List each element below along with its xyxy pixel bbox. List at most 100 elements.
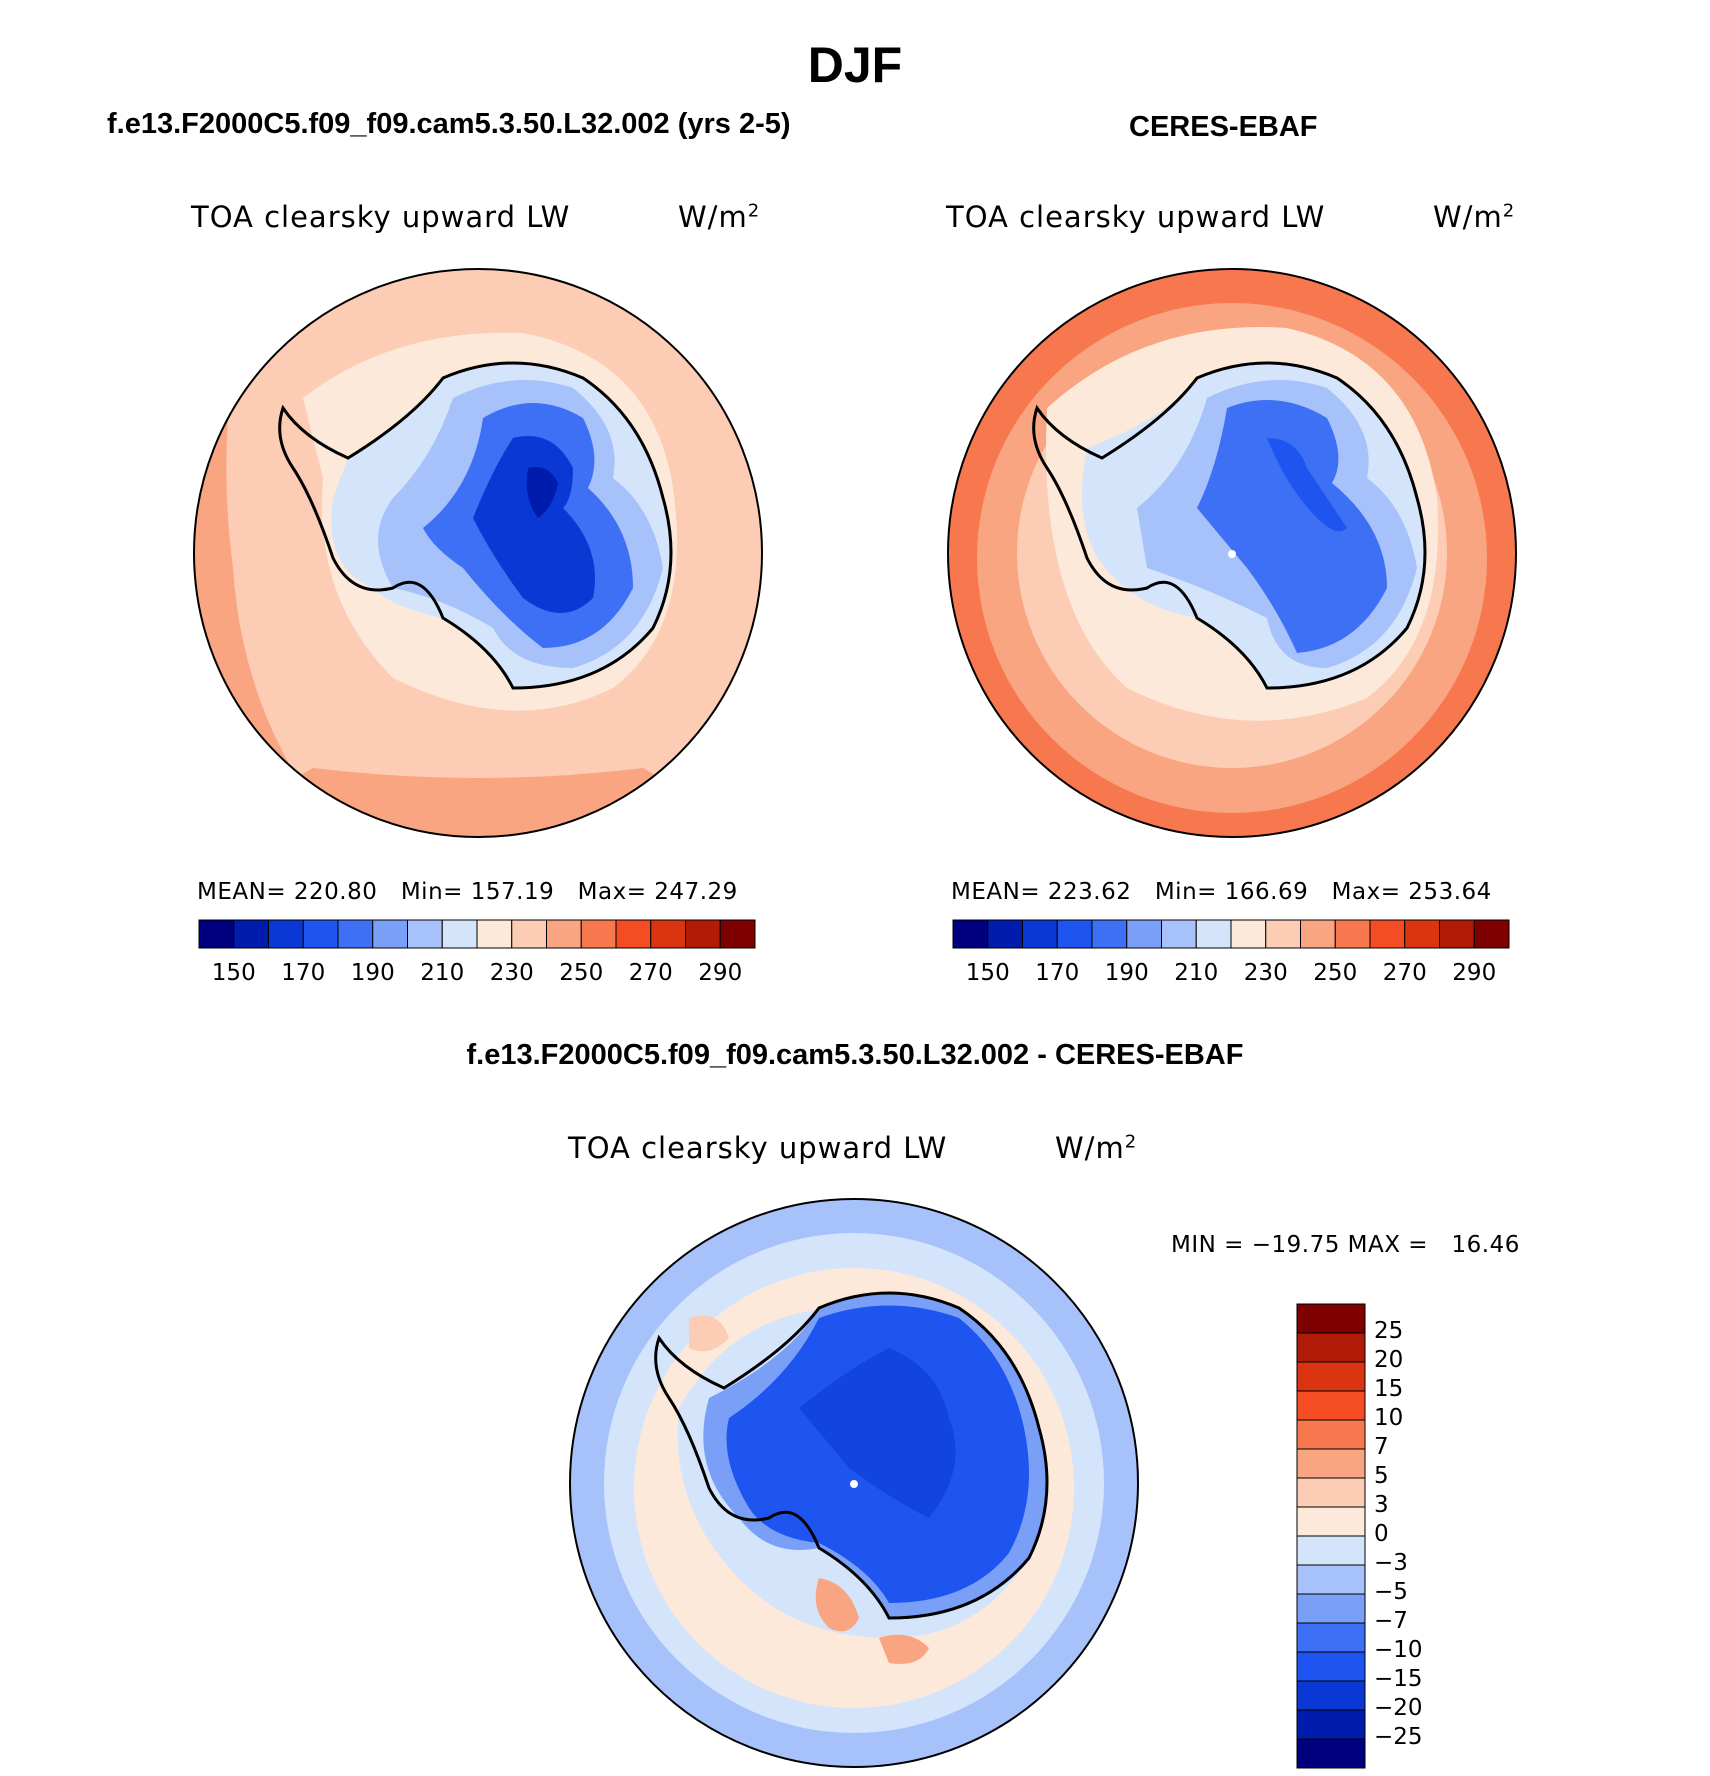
colorbar-box — [337, 919, 374, 949]
colorbar-box — [650, 919, 686, 949]
colorbar-tick-label: −3 — [1374, 1550, 1408, 1576]
colorbar-box — [685, 919, 721, 949]
diff-panel-title: f.e13.F2000C5.f09_f09.cam5.3.50.L32.002 … — [466, 1039, 1244, 1071]
colorbar-box — [1296, 1477, 1366, 1508]
colorbar-box — [441, 919, 478, 949]
obs-units-label: W/m2 — [1433, 200, 1516, 234]
colorbar-tick-label: −10 — [1374, 1637, 1423, 1663]
colorbar-box — [1300, 919, 1336, 949]
ice-sheet-minus15 — [799, 1348, 956, 1518]
diff-colorbar — [1296, 1303, 1366, 1769]
colorbar-tick-label: −25 — [1374, 1724, 1423, 1750]
warm-edge-band-bottom — [194, 768, 762, 837]
coastline — [654, 1291, 1049, 1620]
colorbar-box — [1296, 1390, 1366, 1421]
colorbar-box — [1296, 1506, 1366, 1537]
colorbar-box — [233, 919, 269, 949]
map-boundary — [193, 268, 763, 838]
colorbar-box — [1056, 919, 1093, 949]
colorbar-tick-label: 170 — [1035, 960, 1080, 986]
colorbar-tick-label: 250 — [559, 960, 604, 986]
colorbar-tick-label: 190 — [350, 960, 395, 986]
colorbar-box — [580, 919, 617, 949]
diff-variable-label: TOA clearsky upward LW — [568, 1131, 948, 1165]
map-boundary — [569, 1198, 1139, 1768]
colorbar-box — [1161, 919, 1197, 949]
colorbar-tick-label: 250 — [1313, 960, 1358, 986]
colorbar-box — [372, 919, 408, 949]
ice-sheet-core — [1267, 438, 1347, 532]
ice-sheet-min — [526, 467, 558, 518]
colorbar-tick-label: −15 — [1374, 1666, 1423, 1692]
colorbar-tick-label: 5 — [1374, 1463, 1389, 1489]
colorbar-tick-label: 230 — [489, 960, 534, 986]
colorbar-box — [1296, 1593, 1366, 1624]
colorbar-box — [1296, 1738, 1366, 1769]
season-title: DJF — [807, 37, 903, 93]
colorbar-box — [1473, 919, 1510, 949]
obs-variable-label: TOA clearsky upward LW — [946, 200, 1326, 234]
diff-minmax: MIN = −19.75 MAX = 16.46 — [1171, 1232, 1520, 1258]
colorbar-tick-label: −5 — [1374, 1579, 1408, 1605]
colorbar-box — [1296, 1709, 1366, 1740]
positive-patch-ross — [815, 1578, 859, 1632]
colorbar-box — [1022, 919, 1058, 949]
colorbar-box — [1369, 919, 1406, 949]
colorbar-box — [1296, 1303, 1366, 1334]
south-pole-marker — [1228, 550, 1236, 558]
colorbar-box — [615, 919, 652, 949]
colorbar-box — [1230, 919, 1267, 949]
colorbar-tick-label: 25 — [1374, 1318, 1404, 1344]
colorbar-tick-label: 290 — [698, 960, 743, 986]
colorbar-box — [511, 919, 547, 949]
coastline — [1032, 361, 1427, 690]
colorbar-box — [1296, 1361, 1366, 1392]
model-panel-title: f.e13.F2000C5.f09_f09.cam5.3.50.L32.002 … — [107, 108, 791, 140]
colorbar-tick-label: 3 — [1374, 1492, 1389, 1518]
colorbar-box — [1296, 1448, 1366, 1479]
diff-units-label: W/m2 — [1055, 1131, 1138, 1165]
colorbar-box — [302, 919, 339, 949]
colorbar-box — [1404, 919, 1440, 949]
colorbar-tick-label: −20 — [1374, 1695, 1423, 1721]
diff-polar-map — [569, 1198, 1139, 1768]
colorbar-tick-label: 7 — [1374, 1434, 1389, 1460]
colorbar-tick-label: 290 — [1452, 960, 1497, 986]
colorbar-tick-label: 150 — [965, 960, 1010, 986]
colorbar-tick-label: 20 — [1374, 1347, 1404, 1373]
ice-sheet-170 — [1197, 400, 1387, 653]
colorbar-box — [268, 919, 304, 949]
colorbar-box — [1296, 1564, 1366, 1595]
colorbar-box — [476, 919, 513, 949]
model-stats: MEAN= 220.80 Min= 157.19 Max= 247.29 — [197, 879, 738, 905]
colorbar-tick-label: 190 — [1104, 960, 1149, 986]
ice-sheet-core — [473, 436, 595, 613]
colorbar-box — [987, 919, 1023, 949]
model-colorbar — [198, 919, 756, 949]
colorbar-box — [1334, 919, 1371, 949]
obs-panel-title: CERES-EBAF — [1129, 111, 1318, 143]
obs-stats: MEAN= 223.62 Min= 166.69 Max= 253.64 — [951, 879, 1492, 905]
colorbar-box — [952, 919, 989, 949]
colorbar-tick-label: 230 — [1243, 960, 1288, 986]
model-units-label: W/m2 — [678, 200, 761, 234]
positive-patch-west — [689, 1315, 729, 1352]
colorbar-tick-label: 210 — [1174, 960, 1219, 986]
colorbar-box — [1126, 919, 1162, 949]
colorbar-tick-label: 150 — [211, 960, 256, 986]
south-pole-marker — [850, 1480, 858, 1488]
colorbar-box — [1296, 1419, 1366, 1450]
colorbar-tick-label: 15 — [1374, 1376, 1404, 1402]
colorbar-box — [1296, 1332, 1366, 1363]
colorbar-box — [1265, 919, 1301, 949]
colorbar-box — [1296, 1651, 1366, 1682]
colorbar-box — [719, 919, 756, 949]
map-boundary — [947, 268, 1517, 838]
model-variable-label: TOA clearsky upward LW — [191, 200, 571, 234]
colorbar-box — [1296, 1680, 1366, 1711]
positive-patch-south — [879, 1634, 929, 1664]
colorbar-tick-label: 0 — [1374, 1521, 1389, 1547]
colorbar-box — [1439, 919, 1475, 949]
colorbar-box — [198, 919, 235, 949]
colorbar-box — [1091, 919, 1128, 949]
